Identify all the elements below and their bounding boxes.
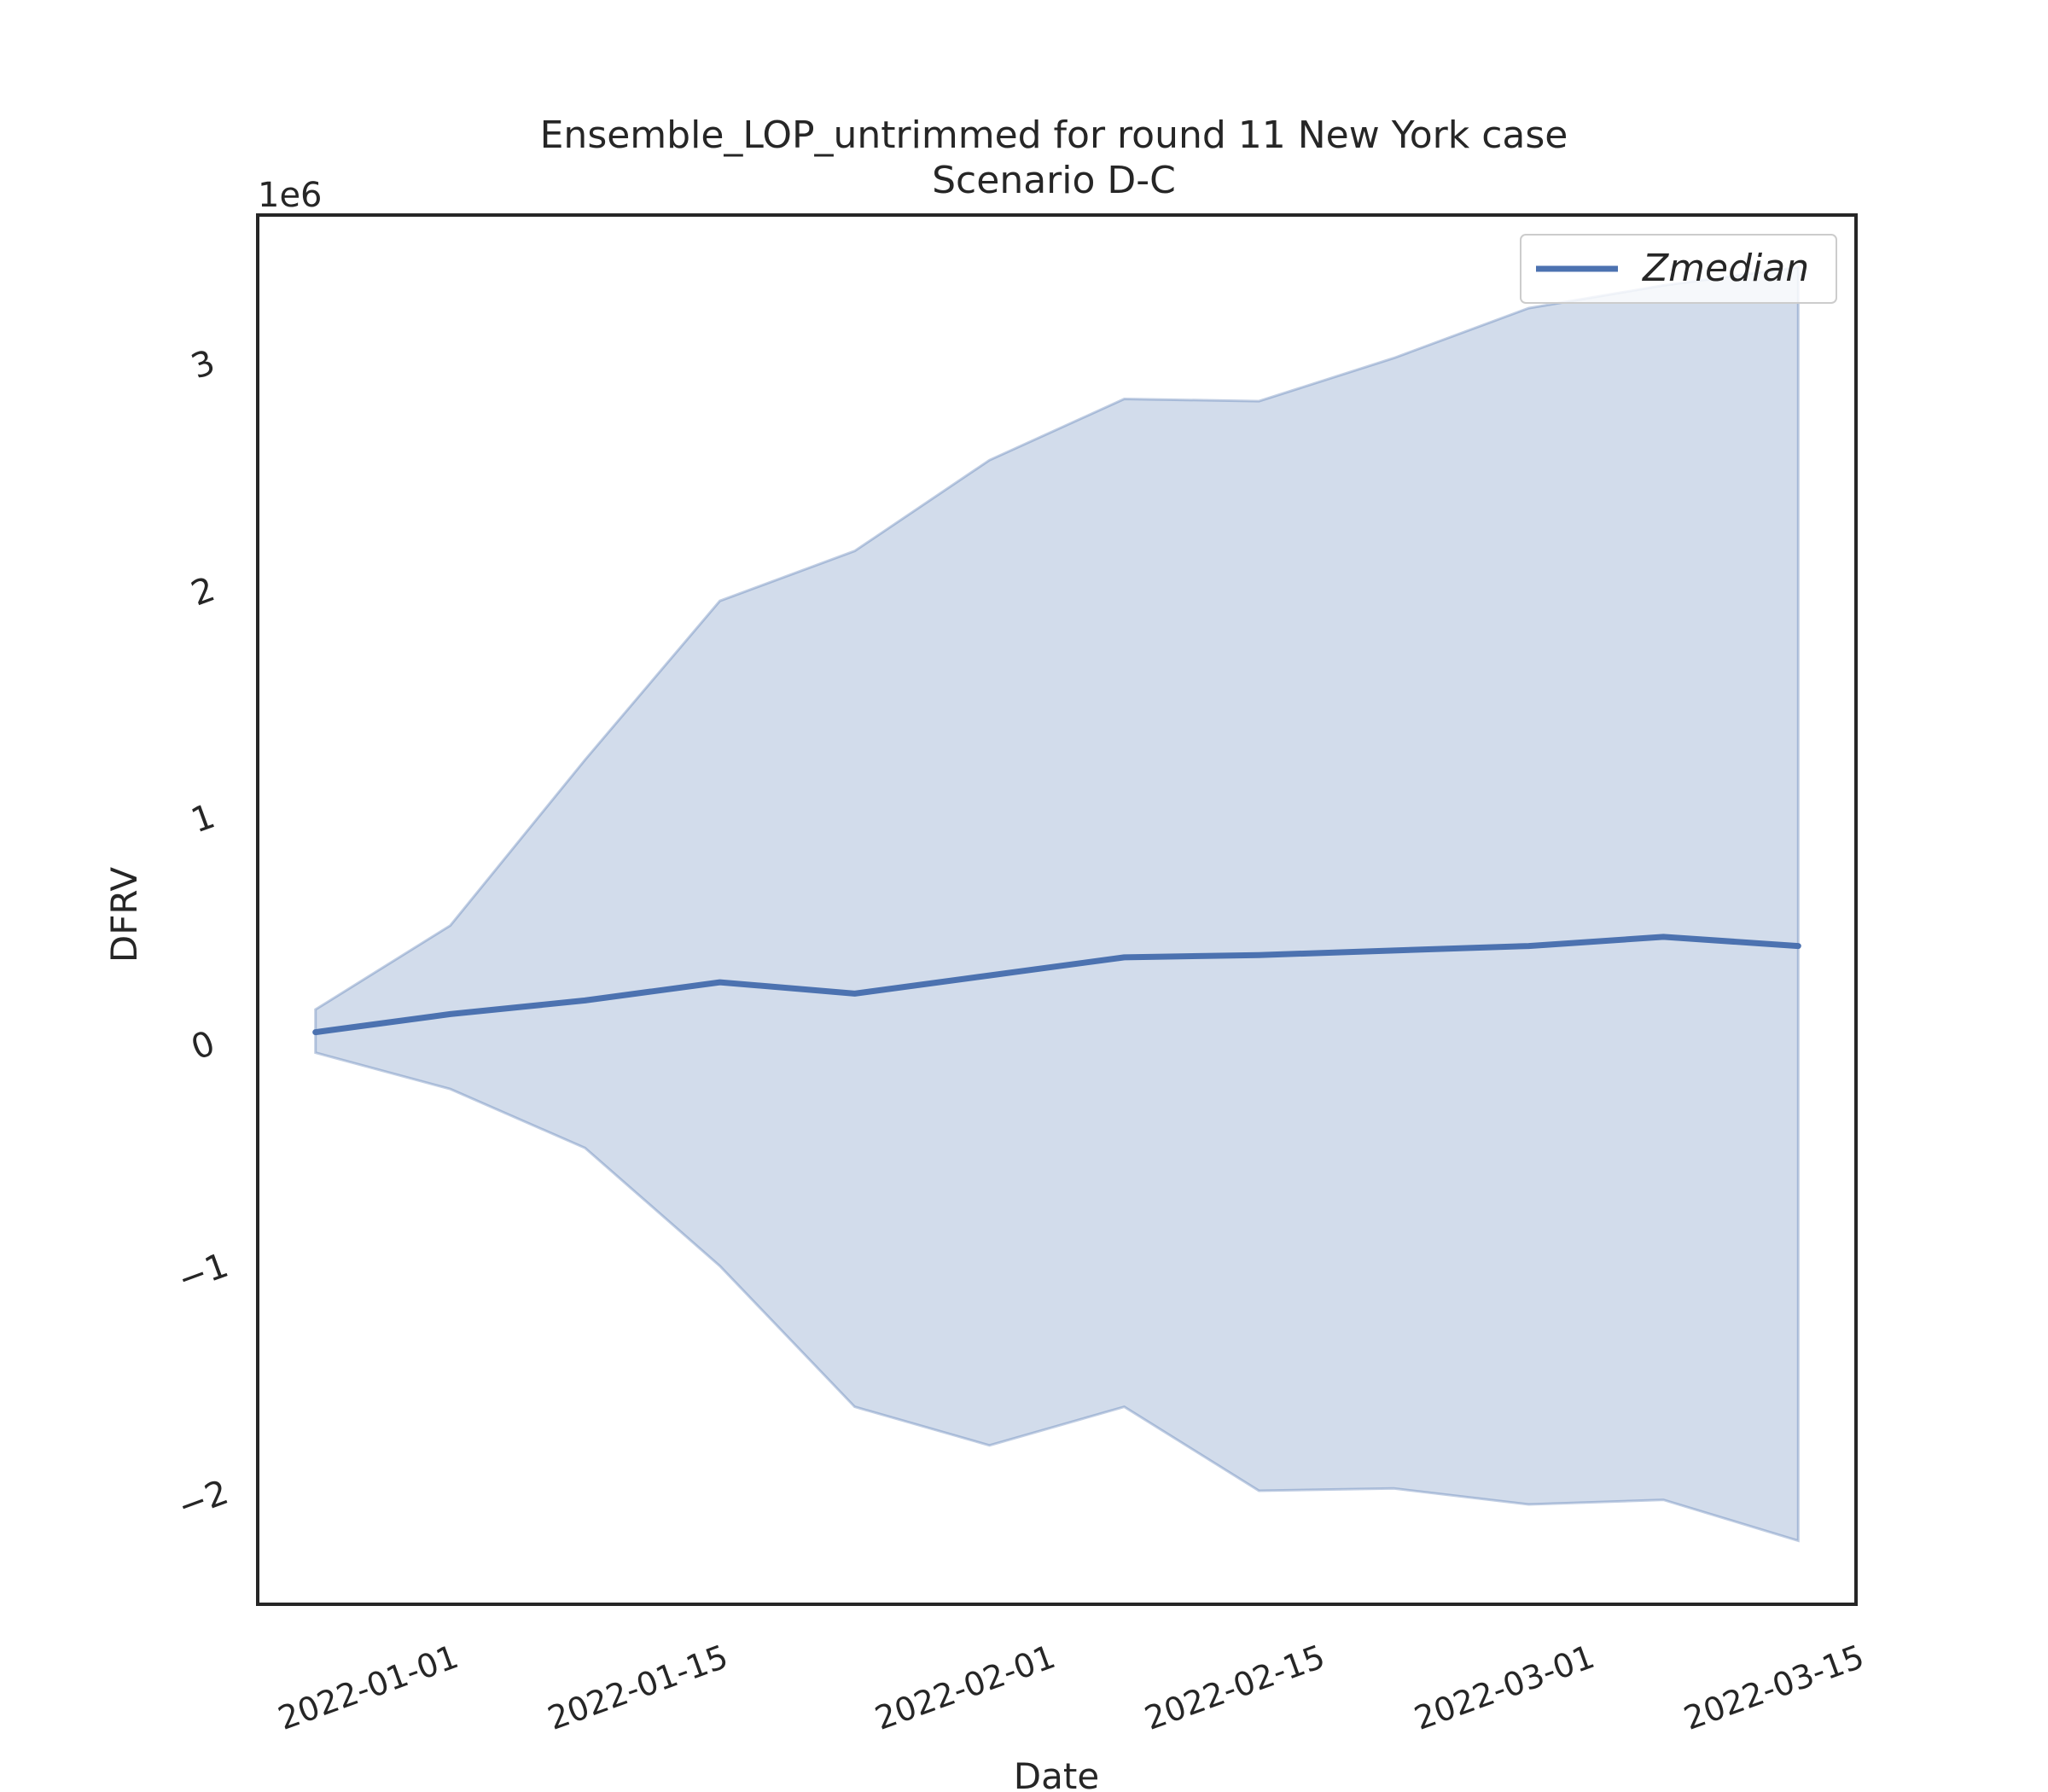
chart-subtitle: Scenario D-C <box>932 159 1176 202</box>
plot-frame <box>256 213 1858 1606</box>
x-tick-label: 2022-02-01 <box>870 1638 1061 1737</box>
series-line-zmedian <box>312 934 1801 1036</box>
y-tick-label: −2 <box>172 1473 233 1527</box>
y-tick-label: −1 <box>172 1246 233 1300</box>
x-tick-labels: 2022-01-01 2022-01-15 2022-02-01 2022-02-15… <box>273 1638 1869 1737</box>
x-tick-label: 2022-03-01 <box>1410 1638 1600 1737</box>
x-tick-label: 2022-01-01 <box>273 1638 463 1737</box>
y-tick-label: 1 <box>186 797 220 841</box>
x-tick-label: 2022-01-15 <box>543 1638 733 1737</box>
x-tick-label: 2022-02-15 <box>1140 1638 1330 1737</box>
plot-area <box>312 265 1801 1543</box>
y-tick-label: 3 <box>186 343 220 387</box>
y-axis-label: DFRV <box>103 867 145 963</box>
x-tick-label: 2022-03-15 <box>1679 1638 1870 1737</box>
y-tick-labels: −2 −1 0 1 2 3 <box>172 343 233 1527</box>
legend-box <box>1520 234 1837 304</box>
legend: Zmedian <box>1520 234 1837 304</box>
y-offset-label: 1e6 <box>258 176 323 215</box>
confidence-band <box>314 265 1800 1543</box>
y-tick-label: 0 <box>186 1024 220 1068</box>
y-tick-label: 2 <box>186 570 220 614</box>
legend-label-zmedian: Zmedian <box>1642 247 1809 290</box>
chart-title: Ensemble_LOP_untrimmed for round 11 New … <box>540 113 1568 157</box>
x-axis-label: Date <box>1014 1755 1099 1792</box>
